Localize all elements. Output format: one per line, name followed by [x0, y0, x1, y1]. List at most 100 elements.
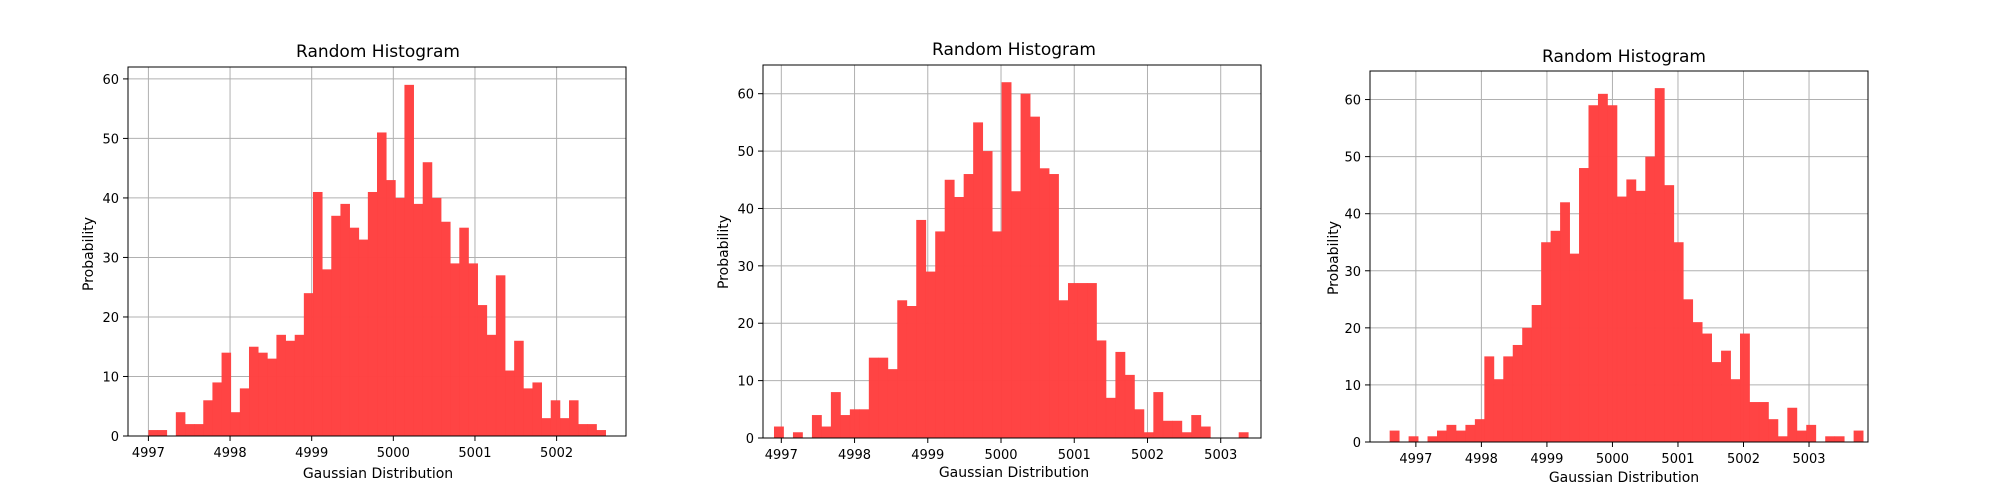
y-tick-label: 0 [111, 430, 119, 445]
histogram-bar [578, 424, 588, 436]
y-tick-label: 50 [102, 132, 119, 147]
histogram-bar [505, 370, 515, 436]
histogram-bar [1692, 322, 1703, 442]
histogram-bar [1588, 105, 1599, 442]
histogram-bar [230, 412, 241, 436]
histogram-bar [897, 300, 908, 438]
x-tick-label: 4998 [1465, 452, 1498, 467]
histogram-bar [532, 382, 542, 436]
histogram-bar [859, 409, 870, 438]
x-tick-label: 5002 [540, 446, 573, 461]
histogram-bar [1635, 190, 1646, 442]
histogram-bar [1143, 432, 1154, 438]
histogram-bar [1758, 402, 1769, 442]
histogram-bar [441, 221, 451, 436]
histogram-bar [1191, 415, 1202, 438]
histogram-bar [1787, 407, 1798, 442]
bars [1389, 88, 1864, 442]
histogram-bar [468, 263, 478, 436]
histogram-bar [285, 340, 296, 436]
histogram-bar [450, 263, 460, 436]
histogram-bar [312, 191, 323, 436]
histogram-bar [992, 231, 1003, 438]
histogram-bar [1153, 392, 1164, 438]
histogram-bar [1067, 283, 1078, 438]
histogram-bar [1853, 430, 1864, 442]
histogram-bar [1408, 436, 1419, 442]
histogram-bar [239, 388, 250, 436]
histogram-bar [431, 197, 442, 436]
x-tick-label: 5002 [1131, 448, 1164, 463]
histogram-bar [1654, 88, 1665, 442]
histogram-bar [1493, 379, 1504, 442]
histogram-bar [203, 400, 213, 436]
x-tick-label: 4997 [1399, 452, 1432, 467]
y-tick-label: 30 [737, 260, 754, 275]
histogram-bar [1560, 202, 1570, 442]
histogram-bar [1702, 333, 1712, 442]
histogram-bar [514, 340, 524, 436]
histogram-bar [212, 382, 222, 436]
y-tick-label: 60 [737, 88, 754, 103]
histogram-bar [1730, 379, 1741, 442]
y-tick-label: 20 [1344, 322, 1361, 337]
histogram-bar [1096, 340, 1107, 438]
histogram-bar [422, 162, 433, 436]
histogram-bar [486, 334, 497, 436]
x-tick-label: 5003 [1204, 448, 1237, 463]
histogram-bar [1768, 419, 1779, 442]
histogram-bar [944, 179, 955, 438]
histogram-bar [887, 369, 898, 438]
x-axis-label: Gaussian Distribution [939, 465, 1089, 481]
histogram-bar [303, 293, 314, 436]
histogram-bar [1238, 432, 1249, 438]
histogram-bar [1541, 242, 1552, 442]
histogram-bar [1806, 424, 1817, 442]
y-tick-label: 30 [1344, 265, 1361, 280]
histogram-bar [1711, 362, 1722, 442]
y-tick-label: 30 [102, 251, 119, 266]
histogram-bar [935, 231, 946, 438]
chart-title: Random Histogram [932, 40, 1096, 60]
histogram-panel-3: Random Histogram Gaussian Distribution P… [1326, 47, 1869, 486]
histogram-bar [1673, 242, 1684, 442]
x-tick-label: 4997 [132, 446, 165, 461]
x-tick-label: 5003 [1792, 452, 1825, 467]
histogram-bar [258, 352, 268, 436]
histogram-bar [1465, 424, 1476, 442]
y-tick-label: 0 [1353, 436, 1361, 451]
histogram-bar [973, 122, 984, 438]
histogram-bar [1834, 436, 1845, 442]
histogram-bar [1030, 116, 1040, 439]
histogram-bar [1437, 430, 1447, 442]
y-tick-label: 40 [102, 192, 119, 207]
histogram-bar [1664, 185, 1675, 442]
histogram-bar [906, 306, 917, 438]
histogram-bar [1105, 397, 1116, 438]
histogram-bar [1721, 350, 1731, 442]
histogram-bar [1607, 105, 1618, 442]
x-axis-label: Gaussian Distribution [303, 466, 453, 482]
y-tick-label: 50 [737, 145, 754, 160]
histogram-panel-2: Random Histogram Gaussian Distribution P… [716, 40, 1262, 481]
histogram-bar [477, 305, 488, 436]
y-tick-label: 50 [1344, 151, 1361, 166]
histogram-bar [386, 180, 396, 436]
histogram-bar [792, 432, 803, 438]
histogram-bar [1569, 253, 1580, 442]
histogram-bar [1796, 430, 1807, 442]
histogram-bar [377, 132, 387, 436]
histogram-bar [1011, 191, 1021, 438]
histogram-bar [248, 346, 259, 436]
y-axis-label: Probability [716, 215, 732, 289]
histogram-bar [1039, 168, 1050, 439]
histogram-bar [550, 400, 561, 436]
histogram-bar [276, 334, 286, 436]
plot-area: 4997 4998 4999 5000 5001 5002 0 10 20 30 40 50 60 [102, 66, 627, 461]
histogram-bar [541, 418, 552, 436]
y-axis-label: Probability [81, 217, 97, 291]
x-tick-label: 5000 [1596, 452, 1629, 467]
histogram-bar [367, 191, 378, 436]
histogram-bar [1446, 424, 1457, 442]
